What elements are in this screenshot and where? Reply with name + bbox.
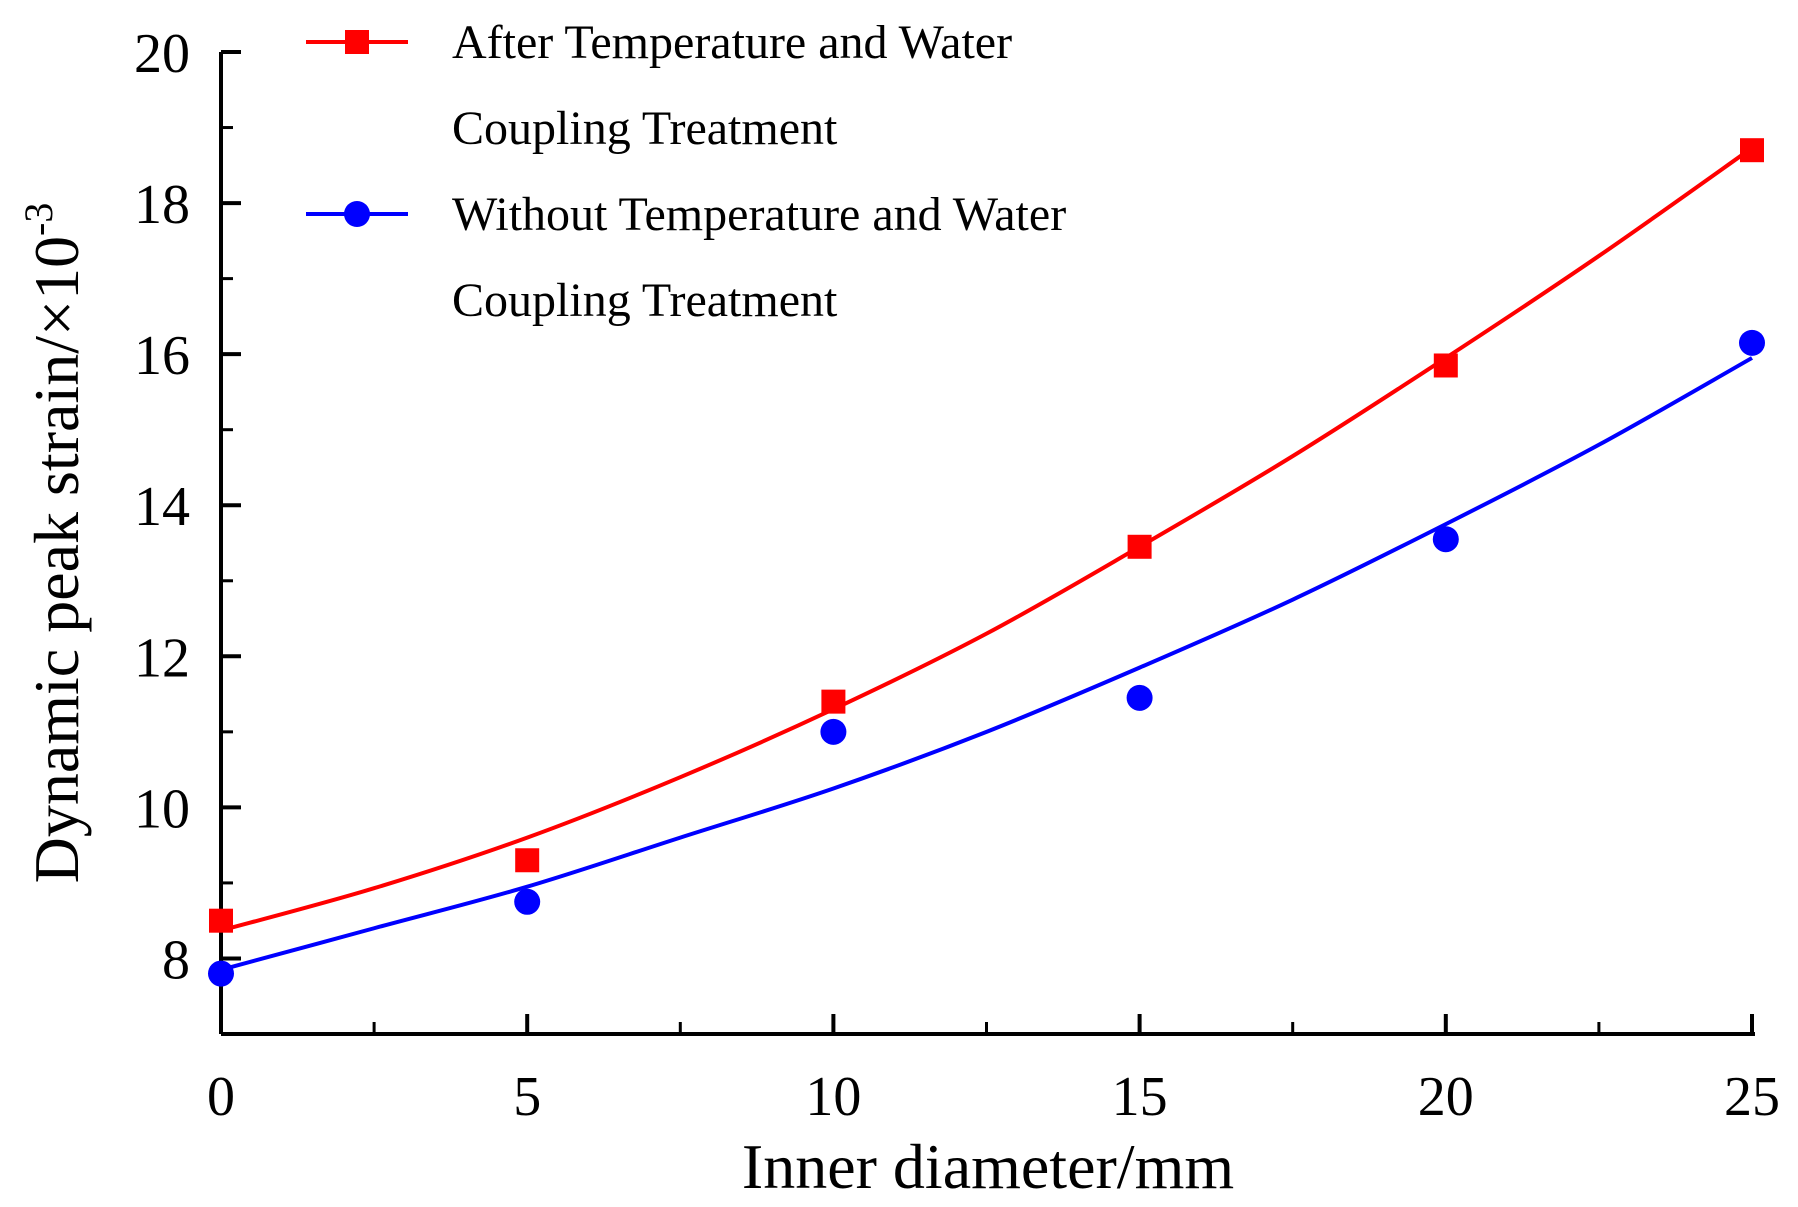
data-point-series-2 (1432, 526, 1459, 553)
x-tick-label: 20 (1418, 1066, 1474, 1128)
y-tick-label: 10 (134, 778, 190, 840)
data-point-series-1 (1127, 534, 1152, 559)
x-axis-title: Inner diameter/mm (742, 1131, 1234, 1202)
x-tick-label: 10 (805, 1066, 861, 1128)
x-ticks: 0 5 10 15 20 25 (207, 1014, 1780, 1128)
y-axis-title-main: Dynamic peak strain/×10 (21, 236, 92, 883)
data-point-series-2 (208, 960, 234, 987)
x-tick-label: 5 (513, 1066, 541, 1128)
data-point-series-1 (1433, 353, 1458, 378)
y-ticks: 8 10 12 14 16 18 20 (134, 23, 241, 1036)
legend-label: After Temperature and Water (452, 16, 1012, 69)
y-tick-label: 12 (134, 627, 190, 689)
data-point-series-1 (515, 848, 540, 873)
legend-swatch-marker (344, 201, 370, 227)
y-axis-title: Dynamic peak strain/×10-3 (16, 203, 92, 884)
legend-label: Without Temperature and Water (452, 188, 1066, 241)
fit-lines (220, 146, 1754, 972)
legend: After Temperature and Water Coupling Trea… (306, 16, 1066, 327)
y-tick-label: 18 (134, 174, 190, 236)
data-point-series-1 (1740, 138, 1764, 163)
y-axis-title-exponent: -3 (16, 203, 61, 236)
data-markers (208, 138, 1765, 987)
data-point-series-2 (514, 888, 541, 915)
data-point-series-1 (209, 908, 233, 933)
legend-label: Coupling Treatment (452, 274, 838, 327)
data-point-series-2 (820, 718, 847, 745)
legend-swatch-marker (345, 30, 369, 54)
fit-line-series-1 (220, 146, 1754, 933)
y-tick-label: 14 (134, 476, 190, 538)
data-point-series-2 (1739, 329, 1765, 356)
y-tick-label: 20 (134, 23, 190, 85)
data-point-series-1 (821, 689, 846, 714)
y-tick-label: 8 (162, 929, 190, 991)
y-tick-label: 16 (134, 325, 190, 387)
data-point-series-2 (1126, 684, 1153, 711)
x-tick-label: 15 (1112, 1066, 1168, 1128)
x-tick-label: 0 (207, 1066, 235, 1128)
fit-line-series-2 (220, 356, 1753, 972)
x-tick-label: 25 (1724, 1066, 1780, 1128)
legend-label: Coupling Treatment (452, 102, 838, 155)
